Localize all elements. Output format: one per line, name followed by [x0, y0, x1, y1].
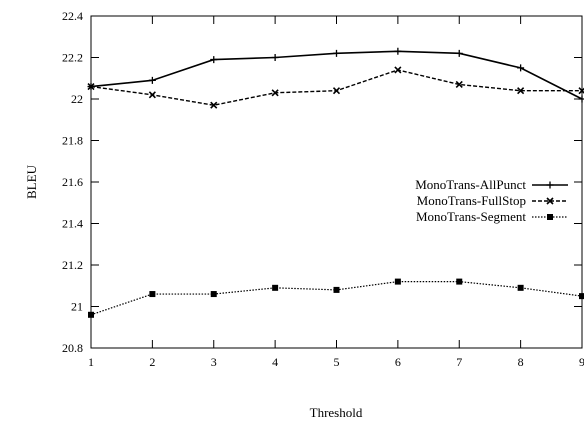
series-line-monotrans-fullstop: [90, 69, 582, 106]
y-axis-label: BLEU: [24, 164, 39, 199]
data-point-monotrans-segment: [456, 278, 463, 285]
x-axis-label: Threshold: [310, 405, 363, 420]
y-tick-label: 21.4: [62, 217, 83, 231]
data-point-monotrans-allpunct: [517, 64, 525, 72]
x-tick-label: 4: [272, 355, 278, 369]
data-point-monotrans-allpunct: [148, 76, 156, 84]
y-tick-label: 22: [71, 92, 83, 106]
x-axis: 1 2 3 4 5 6 7 8 9: [88, 16, 584, 369]
y-tick-label: 22.2: [62, 51, 83, 65]
legend-marker-monotrans-fullstop: [546, 197, 554, 205]
legend: MonoTrans-AllPunctMonoTrans-FullStopMono…: [415, 177, 568, 224]
y-tick-label: 20.8: [62, 341, 83, 355]
y-tick-label: 21.6: [62, 175, 83, 189]
data-point-monotrans-segment: [333, 286, 340, 293]
data-point-monotrans-allpunct: [210, 56, 218, 64]
data-point-monotrans-segment: [579, 293, 584, 300]
x-tick-label: 5: [334, 355, 340, 369]
series-line-monotrans-segment: [90, 281, 583, 316]
data-point-monotrans-segment: [517, 284, 524, 291]
data-point-monotrans-segment: [272, 284, 279, 291]
x-tick-label: 9: [579, 355, 584, 369]
legend-marker-monotrans-allpunct: [546, 181, 554, 189]
legend-label-monotrans-segment: MonoTrans-Segment: [416, 209, 526, 224]
y-tick-label: 21: [71, 300, 83, 314]
y-tick-label: 21.8: [62, 134, 83, 148]
x-tick-label: 2: [149, 355, 155, 369]
data-point-monotrans-segment: [149, 291, 156, 298]
series-line-monotrans-allpunct: [90, 50, 583, 100]
legend-label-monotrans-fullstop: MonoTrans-FullStop: [417, 193, 526, 208]
x-tick-label: 7: [456, 355, 462, 369]
legend-label-monotrans-allpunct: MonoTrans-AllPunct: [415, 177, 526, 192]
data-point-monotrans-allpunct: [394, 47, 402, 55]
y-axis: 20.8 21 21.2 21.4 21.6 21.8 22 22.2 22.4: [62, 9, 582, 355]
data-point-monotrans-fullstop: [271, 89, 279, 97]
data-point-monotrans-allpunct: [333, 49, 340, 57]
data-point-monotrans-allpunct: [271, 54, 279, 61]
x-tick-label: 6: [395, 355, 401, 369]
x-tick-label: 1: [88, 355, 94, 369]
data-point-monotrans-allpunct: [455, 49, 463, 57]
data-point-monotrans-fullstop: [455, 80, 463, 89]
data-point-monotrans-fullstop: [87, 82, 95, 91]
data-point-monotrans-fullstop: [394, 66, 402, 74]
data-point-monotrans-fullstop: [517, 87, 525, 95]
x-tick-label: 8: [518, 355, 524, 369]
data-point-monotrans-fullstop: [210, 101, 218, 109]
y-tick-label: 22.4: [62, 9, 83, 23]
data-point-monotrans-segment: [210, 291, 217, 298]
data-point-monotrans-fullstop: [578, 87, 584, 95]
series-layer: [87, 47, 584, 318]
data-point-monotrans-fullstop: [148, 91, 156, 99]
data-point-monotrans-allpunct: [578, 95, 584, 103]
y-tick-label: 21.2: [62, 258, 83, 272]
data-point-monotrans-fullstop: [332, 87, 341, 95]
legend-marker-monotrans-segment: [547, 214, 553, 220]
data-point-monotrans-segment: [88, 311, 94, 318]
data-point-monotrans-segment: [394, 278, 401, 285]
x-tick-label: 3: [211, 355, 217, 369]
